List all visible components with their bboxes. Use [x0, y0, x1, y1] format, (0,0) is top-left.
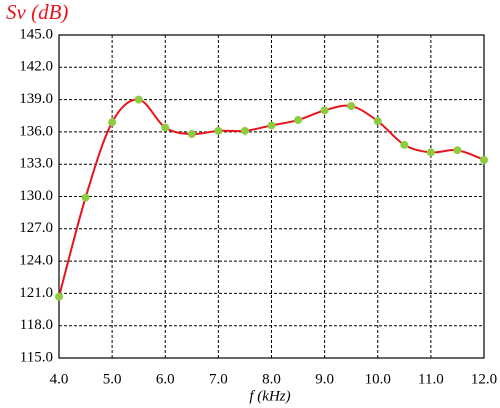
y-tick-label: 115.0 — [20, 349, 53, 365]
data-point — [161, 123, 170, 132]
y-tick-label: 142.0 — [19, 59, 53, 75]
data-point — [55, 292, 63, 301]
data-point — [347, 102, 356, 111]
y-tick-label: 118.0 — [20, 317, 53, 333]
x-axis-label: f (kHz) — [249, 388, 290, 404]
y-tick-label: 127.0 — [19, 220, 53, 236]
x-tick-label: 9.0 — [315, 371, 334, 387]
data-point — [267, 121, 276, 130]
x-tick-label: 11.0 — [418, 371, 444, 387]
x-tick-label: 6.0 — [156, 371, 175, 387]
y-tick-label: 139.0 — [19, 91, 53, 107]
data-point — [400, 140, 409, 149]
data-point — [294, 116, 303, 125]
y-tick-label: 121.0 — [19, 285, 53, 301]
x-tick-label: 5.0 — [103, 371, 122, 387]
x-tick-label: 12.0 — [471, 371, 497, 387]
data-point — [108, 118, 117, 127]
y-tick-label: 136.0 — [19, 123, 53, 139]
data-point — [480, 155, 488, 164]
x-tick-label: 10.0 — [365, 371, 391, 387]
y-tick-label: 130.0 — [19, 188, 53, 204]
data-point — [81, 193, 90, 202]
x-tick-label: 8.0 — [262, 371, 281, 387]
plot-frame — [58, 34, 485, 359]
data-point — [214, 126, 223, 135]
y-tick-label: 124.0 — [19, 253, 53, 269]
data-point — [134, 95, 143, 104]
x-tick-label: 4.0 — [50, 371, 69, 387]
data-point — [373, 117, 382, 126]
data-point — [240, 126, 249, 135]
data-point — [187, 130, 196, 139]
data-point — [426, 148, 435, 157]
data-point — [320, 106, 329, 115]
data-point — [453, 146, 462, 155]
y-tick-label: 145.0 — [19, 26, 53, 42]
y-tick-label: 133.0 — [19, 156, 53, 172]
x-tick-label: 7.0 — [209, 371, 228, 387]
chart-title: Sv (dB) — [6, 0, 68, 24]
